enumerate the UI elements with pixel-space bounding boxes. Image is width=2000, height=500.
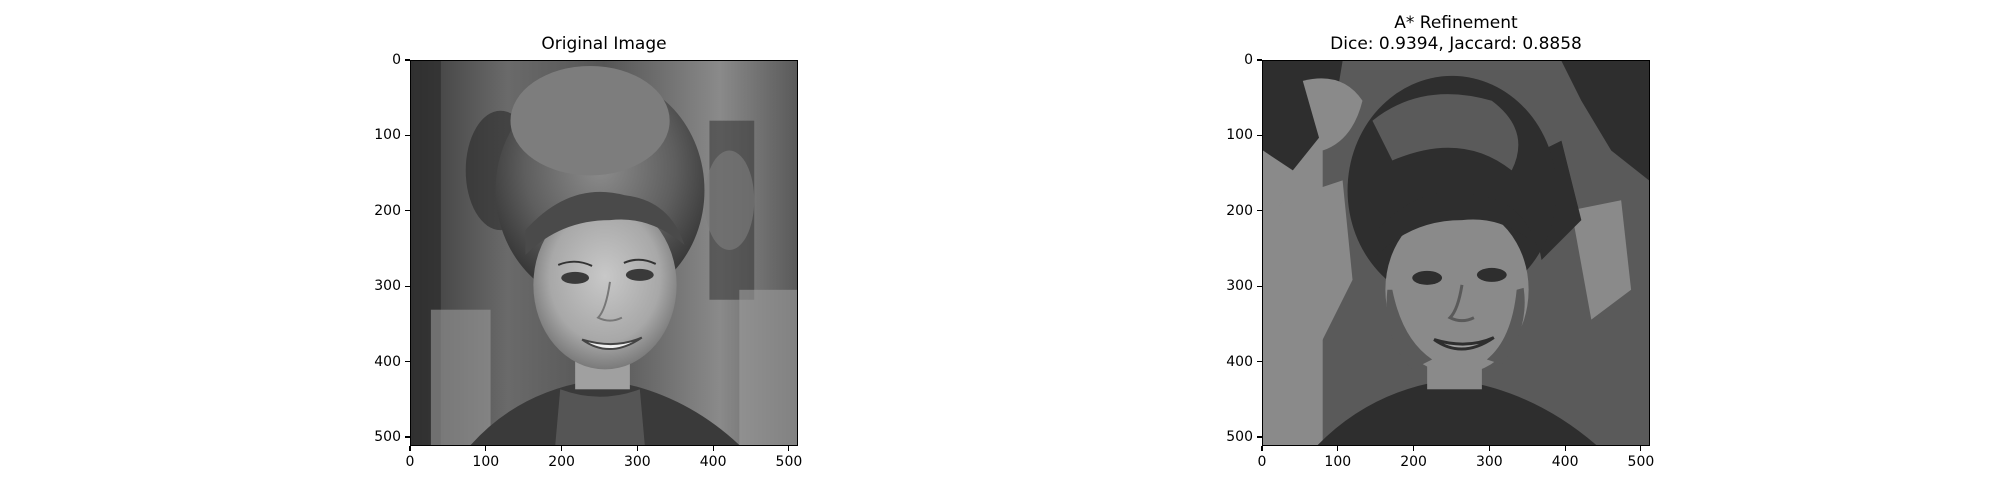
- x-tick-mark: [485, 446, 487, 451]
- y-tick-label: 300: [1226, 278, 1253, 295]
- x-tick-mark: [1640, 446, 1642, 451]
- x-tick-mark: [560, 446, 563, 451]
- x-tick-mark: [1337, 446, 1339, 451]
- x-tick-label: 500: [1627, 454, 1655, 470]
- y-tick-label: 400: [1226, 353, 1253, 370]
- y-tick-label: 200: [1226, 202, 1253, 219]
- y-tick-label: 400: [374, 353, 401, 370]
- x-tick-label: 100: [1324, 454, 1352, 470]
- y-tick-label: 500: [374, 428, 401, 445]
- y-tick-mark: [1257, 59, 1262, 61]
- y-tick-label: 0: [392, 52, 401, 68]
- refinement-image: [1263, 61, 1649, 445]
- x-tick-label: 200: [548, 454, 575, 470]
- x-tick-label: 0: [1257, 454, 1267, 470]
- x-tick-label: 100: [472, 454, 500, 470]
- x-tick-mark: [1412, 446, 1415, 451]
- y-tick-mark: [405, 210, 410, 212]
- x-tick-label: 300: [1475, 454, 1503, 470]
- x-tick-mark: [1564, 446, 1566, 451]
- x-tick-mark: [1488, 446, 1490, 451]
- y-tick-mark: [405, 285, 410, 287]
- x-tick-label: 400: [1551, 454, 1579, 470]
- x-tick-mark: [409, 446, 411, 451]
- x-tick-label: 0: [405, 454, 415, 470]
- x-tick-label: 300: [623, 454, 651, 470]
- original-image: [411, 61, 797, 445]
- y-tick-mark: [1257, 134, 1262, 136]
- y-tick-mark: [1257, 210, 1262, 212]
- original-image-axes: [410, 60, 798, 446]
- y-tick-label: 100: [1226, 127, 1253, 144]
- x-tick-mark: [788, 446, 790, 451]
- y-tick-mark: [1257, 436, 1262, 438]
- y-tick-mark: [405, 360, 410, 363]
- refinement-image-axes: [1262, 60, 1650, 446]
- x-tick-mark: [712, 446, 714, 451]
- x-tick-label: 500: [775, 454, 803, 470]
- panel-title-refinement: A* Refinement Dice: 0.9394, Jaccard: 0.8…: [1330, 13, 1582, 54]
- x-tick-label: 400: [699, 454, 727, 470]
- y-tick-label: 500: [1226, 428, 1253, 445]
- y-tick-mark: [1257, 285, 1262, 287]
- y-tick-label: 200: [374, 202, 401, 219]
- y-tick-mark: [405, 134, 410, 136]
- y-tick-label: 100: [374, 127, 401, 144]
- x-tick-mark: [636, 446, 638, 451]
- y-tick-label: 0: [1244, 52, 1253, 68]
- y-tick-mark: [1257, 360, 1262, 363]
- y-tick-mark: [405, 59, 410, 61]
- x-tick-label: 200: [1400, 454, 1427, 470]
- panel-title-original: Original Image: [541, 34, 667, 54]
- y-tick-label: 300: [374, 278, 401, 295]
- y-tick-mark: [405, 436, 410, 438]
- x-tick-mark: [1261, 446, 1263, 451]
